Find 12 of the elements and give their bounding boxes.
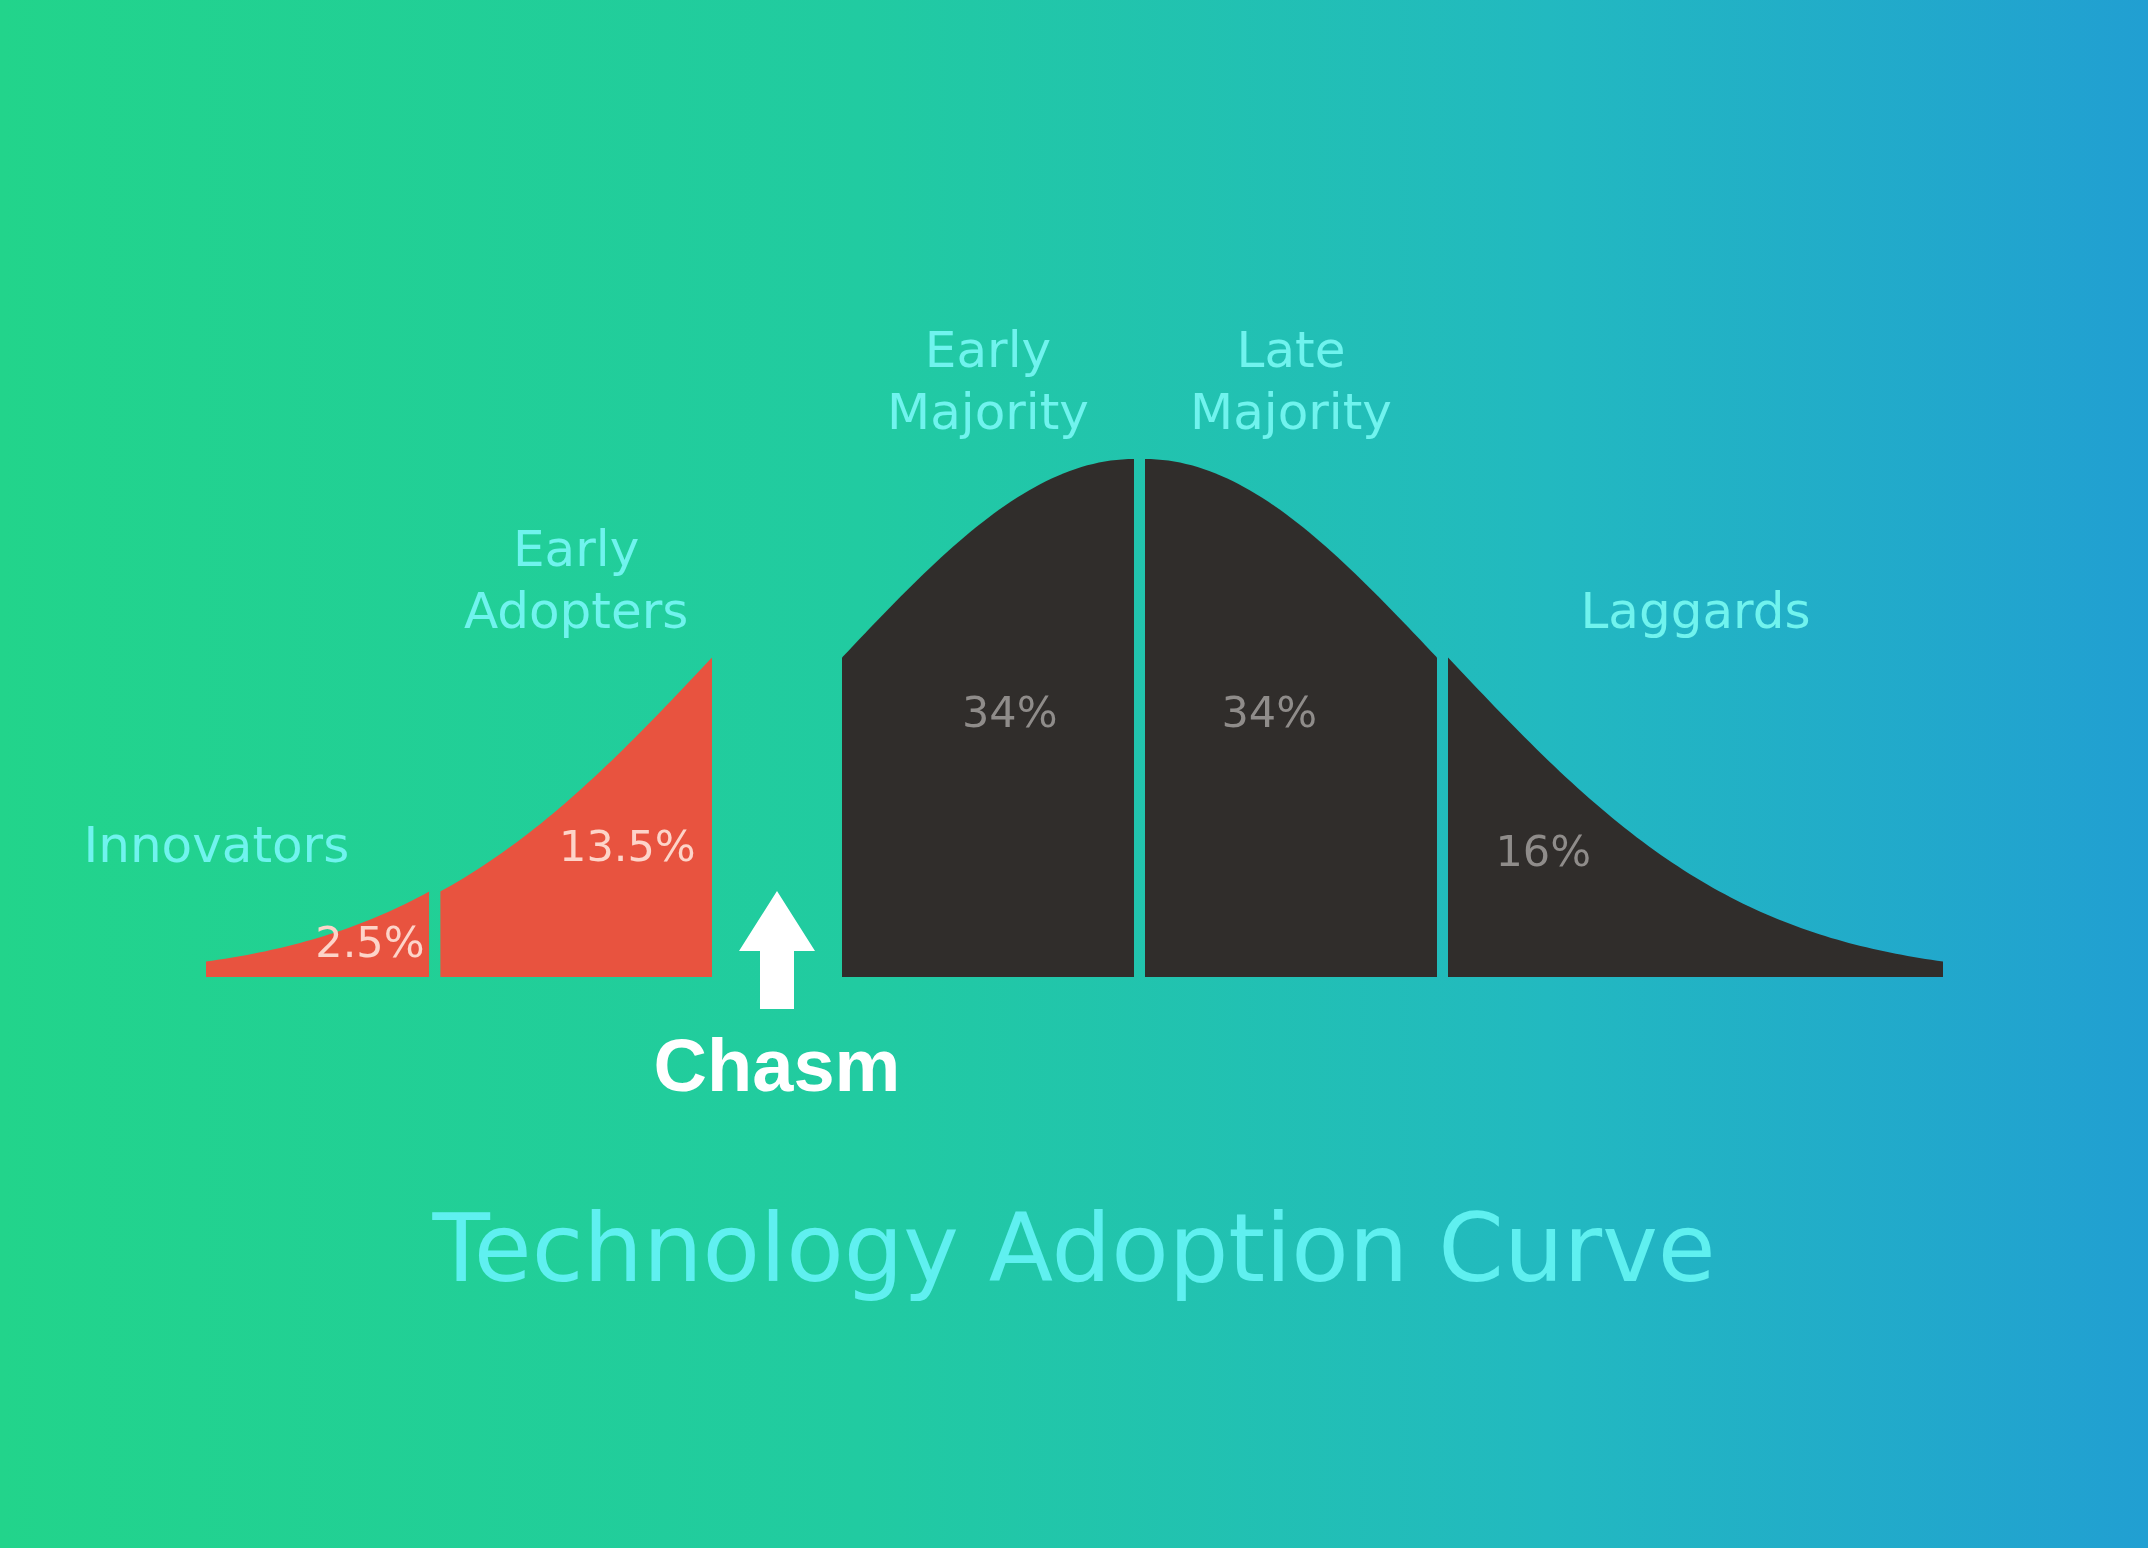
category-label: Early Majority bbox=[887, 321, 1089, 441]
category-label: Early Adopters bbox=[463, 519, 689, 640]
category-label: Innovators bbox=[83, 815, 350, 874]
data-label: 16% bbox=[1495, 826, 1592, 877]
data-label: 13.5% bbox=[559, 820, 696, 871]
category-label: Late Majority bbox=[1190, 321, 1392, 441]
data-label: 34% bbox=[961, 687, 1058, 738]
text: Chasm bbox=[653, 1024, 901, 1107]
category-label: Laggards bbox=[1580, 581, 1811, 640]
text: Technology Adoption Curve bbox=[431, 1194, 1716, 1303]
data-label: 34% bbox=[1221, 687, 1318, 738]
data-label: 2.5% bbox=[315, 916, 425, 967]
